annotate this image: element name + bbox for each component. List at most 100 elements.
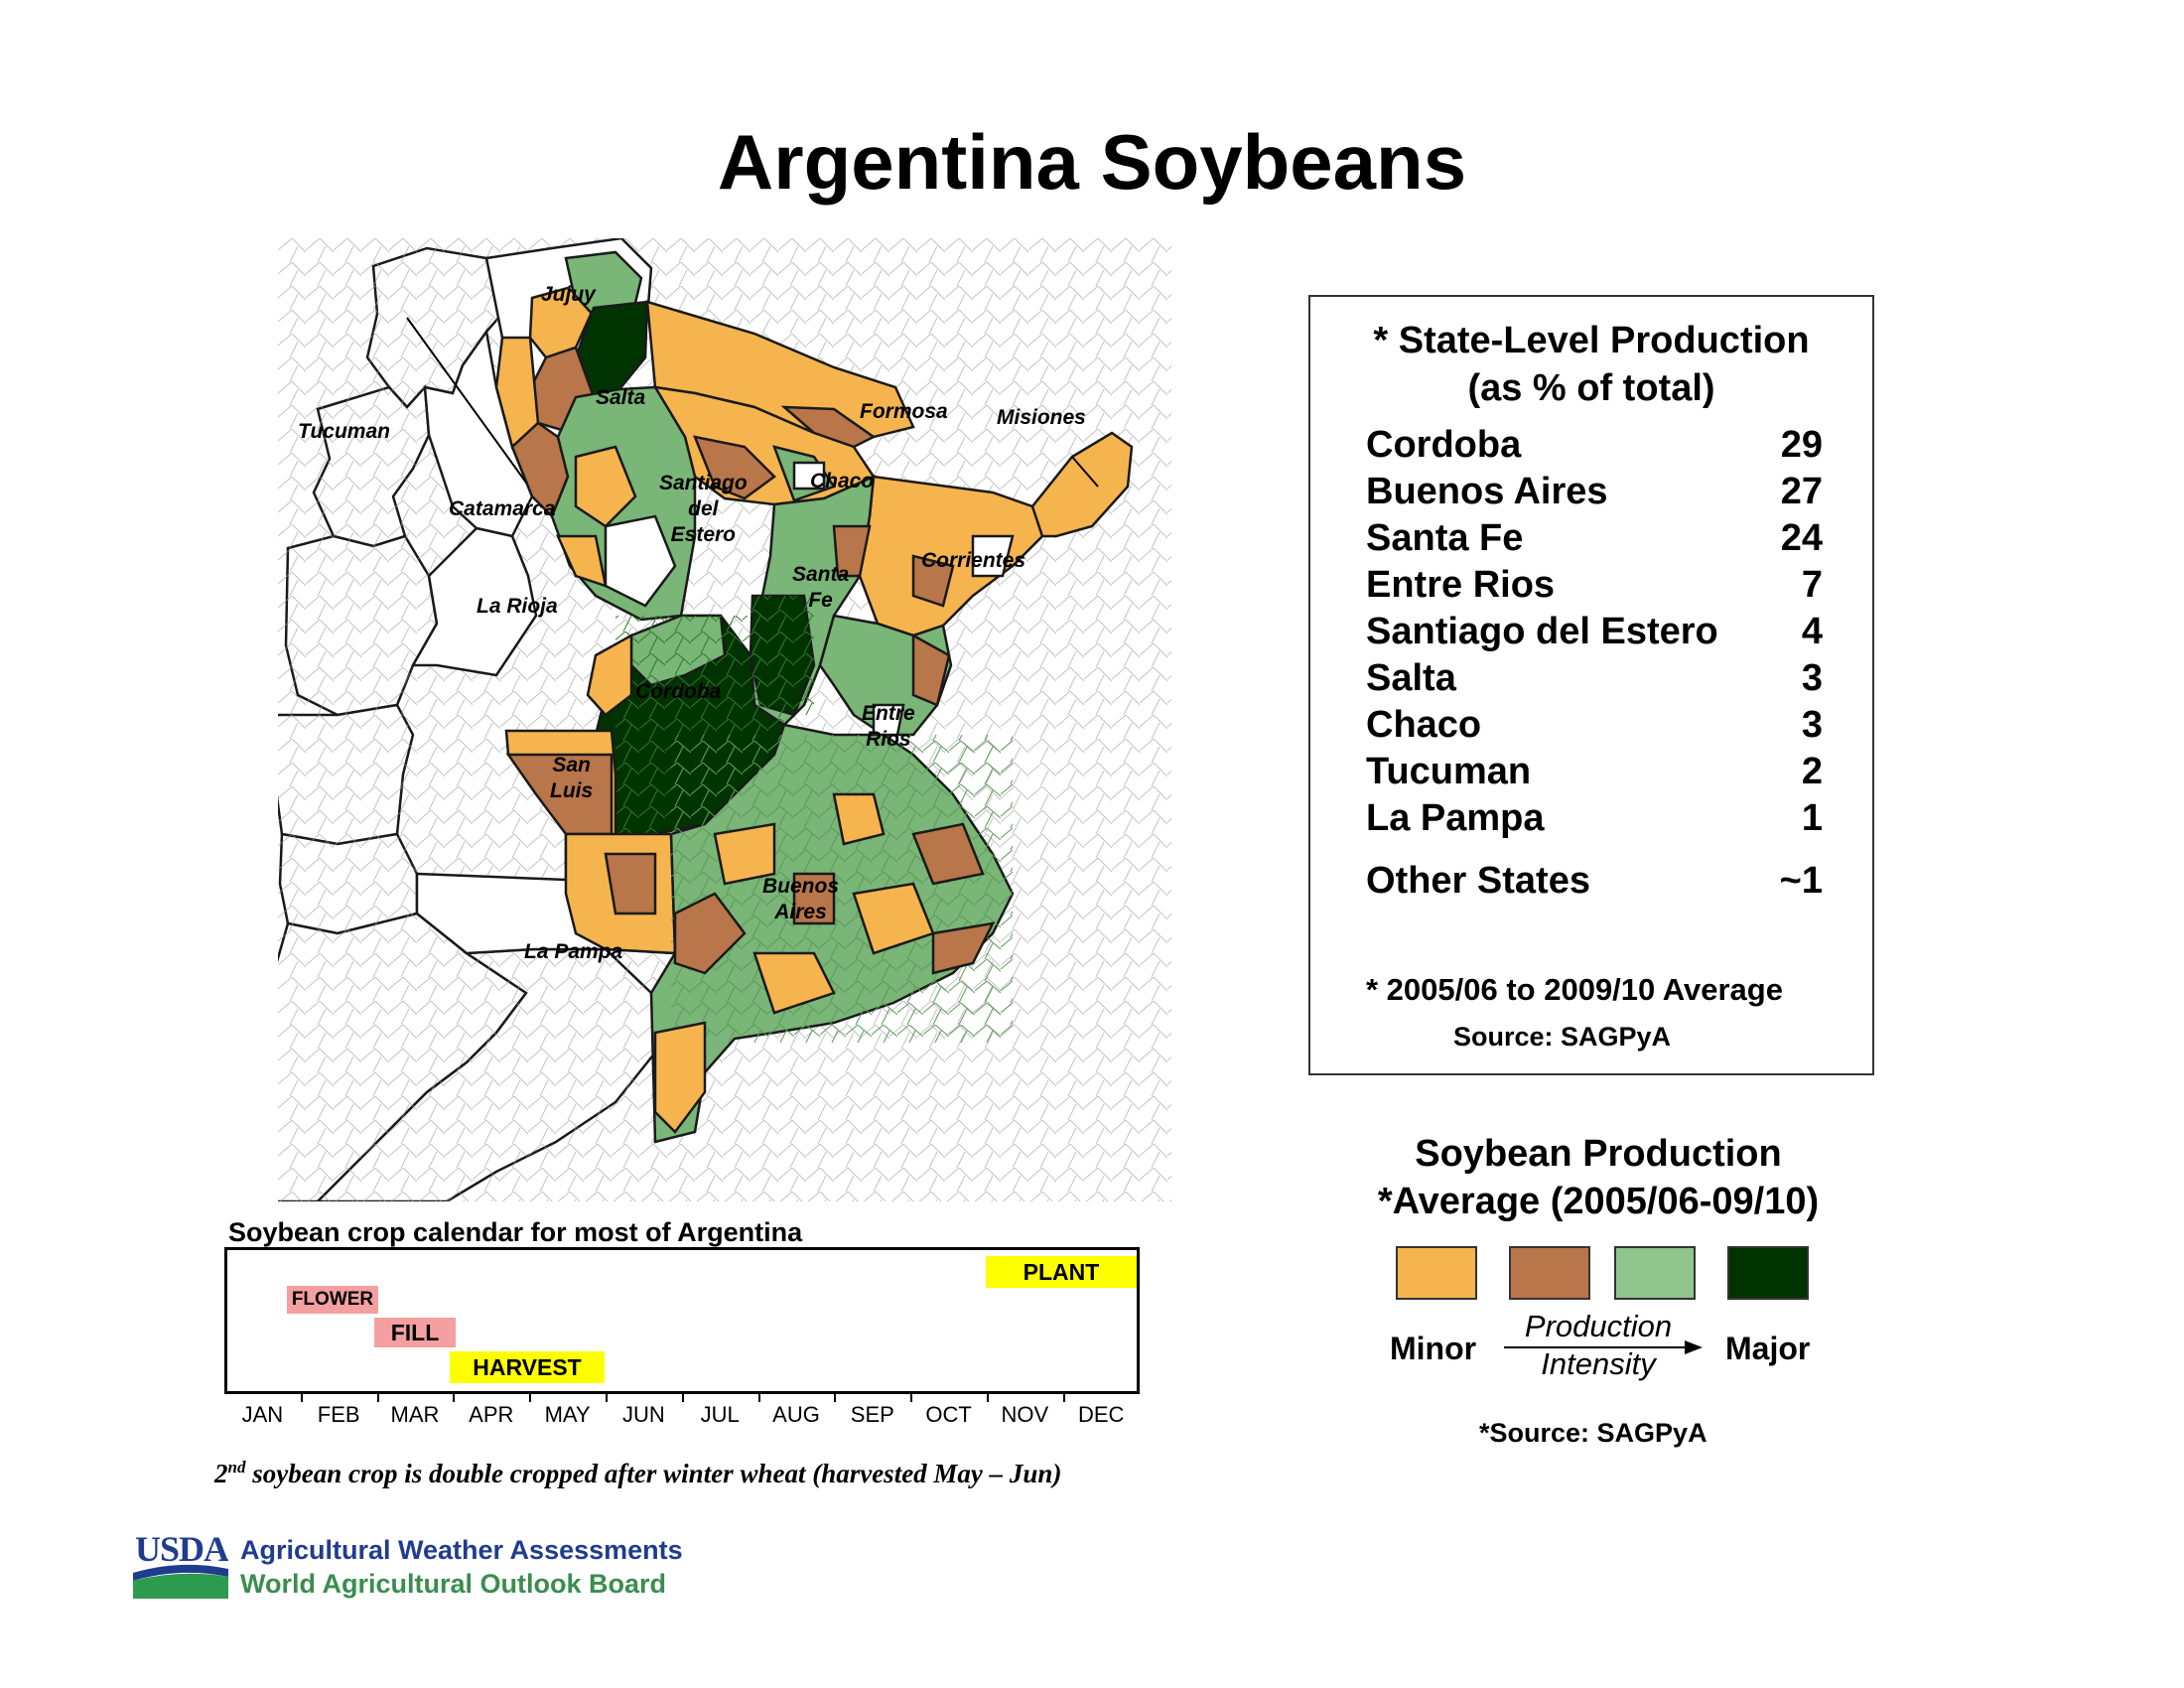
legend-axis-label-top: Production	[1524, 1309, 1673, 1343]
legend-swatch-high	[1614, 1246, 1696, 1300]
entre-rios-province	[818, 614, 953, 737]
santiago-del-estero-province	[550, 385, 697, 622]
calendar-tick	[834, 1392, 837, 1402]
usda-logo-text: USDA	[135, 1529, 228, 1569]
production-state-name: Other States	[1366, 860, 1590, 902]
label-cordoba: Cordoba	[635, 680, 722, 703]
label-san-luis: San Luis	[550, 754, 594, 802]
calendar-month-label: APR	[469, 1402, 514, 1427]
label-salta: Salta	[596, 386, 646, 409]
label-la-pampa: La Pampa	[524, 940, 623, 963]
production-row: Cordoba 29	[1366, 424, 1823, 470]
calendar-tick	[681, 1392, 684, 1402]
production-state-name: Santa Fe	[1366, 517, 1524, 559]
label-tucuman: Tucuman	[298, 420, 390, 443]
buenos-aires-province	[649, 723, 1015, 1144]
legend-swatch-minor	[1396, 1246, 1477, 1300]
production-state-name: Entre Rios	[1366, 564, 1556, 606]
misiones-province	[1030, 431, 1134, 538]
calendar-fill-bar: FILL	[374, 1318, 456, 1347]
production-state-value: ~1	[1779, 860, 1823, 902]
la-pampa-province	[415, 832, 677, 955]
calendar-month-label: MAR	[390, 1402, 440, 1427]
production-state-value: 3	[1801, 657, 1823, 699]
production-row: Santiago del Estero 4	[1366, 611, 1823, 656]
production-table-title-line1: * State-Level Production	[1373, 320, 1810, 361]
legend-major-label: Major	[1725, 1331, 1811, 1366]
footnote-ordinal: 2	[214, 1459, 228, 1488]
legend-swatch-moderate	[1509, 1246, 1590, 1300]
production-state-name: Salta	[1366, 657, 1456, 699]
calendar-plant-bar: PLANT	[986, 1256, 1137, 1288]
production-state-name: La Pampa	[1366, 797, 1545, 839]
production-table-title: * State-Level Production (as % of total)	[1310, 317, 1872, 412]
production-state-value: 24	[1780, 517, 1823, 559]
production-state-value: 27	[1780, 471, 1823, 512]
calendar-month-label: MAY	[544, 1402, 591, 1427]
calendar-month-label: JUL	[700, 1402, 740, 1427]
footnote-text: soybean crop is double cropped after win…	[245, 1459, 1062, 1488]
legend-axis-label-bottom: Intensity	[1541, 1346, 1656, 1381]
label-jujuy: Jujuy	[541, 283, 596, 306]
calendar-month-label: NOV	[1001, 1402, 1049, 1427]
production-row: Chaco 3	[1366, 704, 1823, 750]
calendar-tick	[300, 1392, 303, 1402]
calendar-footnote: 2nd soybean crop is double cropped after…	[214, 1458, 1061, 1489]
calendar-month-label: AUG	[772, 1402, 820, 1427]
label-corrientes: Corrientes	[921, 549, 1026, 572]
production-row: Other States ~1	[1366, 860, 1823, 906]
production-state-name: Buenos Aires	[1366, 471, 1608, 512]
production-state-name: Tucuman	[1366, 751, 1532, 792]
calendar-month-label: SEP	[850, 1402, 894, 1427]
label-catamarca: Catamarca	[449, 497, 556, 520]
argentina-soybean-map	[278, 238, 1171, 1201]
legend-title: Soybean Production *Average (2005/06-09/…	[1310, 1130, 1886, 1225]
label-la-rioja: La Rioja	[477, 595, 558, 618]
footer-agency-line1: Agricultural Weather Assessments	[240, 1535, 683, 1565]
calendar-tick	[529, 1392, 532, 1402]
label-formosa: Formosa	[860, 400, 948, 423]
production-row: Salta 3	[1366, 657, 1823, 703]
calendar-tick	[987, 1392, 989, 1402]
calendar-tick	[606, 1392, 608, 1402]
usda-logo: USDA	[133, 1529, 228, 1599]
calendar-tick	[453, 1392, 456, 1402]
legend-title-line2: *Average (2005/06-09/10)	[1377, 1181, 1820, 1222]
calendar-tick	[1062, 1392, 1065, 1402]
production-row: Santa Fe 24	[1366, 517, 1823, 563]
label-santa-fe: Santa Fe	[792, 563, 850, 612]
legend-arrow-icon	[1504, 1340, 1703, 1354]
production-state-value: 29	[1780, 424, 1823, 466]
production-state-name: Santiago del Estero	[1366, 611, 1718, 652]
label-misiones: Misiones	[997, 406, 1086, 429]
tucuman-leader-line	[406, 317, 527, 484]
production-state-name: Chaco	[1366, 704, 1482, 746]
label-chaco: Chaco	[810, 470, 875, 492]
production-table-source: Source: SAGPyA	[1453, 1022, 1672, 1052]
calendar-harvest-bar: HARVEST	[450, 1351, 605, 1383]
calendar-month-label: OCT	[925, 1402, 972, 1427]
label-santiago-del-estero: Santiago del Estero	[659, 472, 748, 546]
label-entre-rios: Entre Rios	[862, 702, 915, 751]
footnote-ordinal-suffix: nd	[227, 1458, 246, 1477]
legend-title-line1: Soybean Production	[1415, 1133, 1782, 1175]
footer-agency-line2: World Agricultural Outlook Board	[240, 1569, 667, 1599]
calendar-month-label: DEC	[1077, 1402, 1125, 1427]
production-row: La Pampa 1	[1366, 797, 1823, 843]
calendar-tick	[910, 1392, 913, 1402]
crop-calendar-title: Soybean crop calendar for most of Argent…	[228, 1217, 803, 1247]
page-title: Argentina Soybeans	[717, 118, 1467, 206]
production-state-value: 7	[1801, 564, 1823, 606]
state-production-table: * State-Level Production (as % of total)…	[1308, 295, 1874, 1075]
production-state-value: 1	[1801, 797, 1823, 839]
corrientes-province	[858, 475, 1044, 637]
production-row: Tucuman 2	[1366, 751, 1823, 796]
production-state-value: 2	[1801, 751, 1823, 792]
production-table-title-line2: (as % of total)	[1467, 367, 1715, 409]
production-table-note: * 2005/06 to 2009/10 Average	[1366, 972, 1783, 1007]
crop-calendar: FLOWER FILL HARVEST PLANT	[224, 1247, 1140, 1394]
production-state-name: Cordoba	[1366, 424, 1522, 466]
legend-swatch-major	[1727, 1246, 1809, 1300]
legend-minor-label: Minor	[1390, 1331, 1477, 1366]
production-state-value: 4	[1801, 611, 1823, 652]
